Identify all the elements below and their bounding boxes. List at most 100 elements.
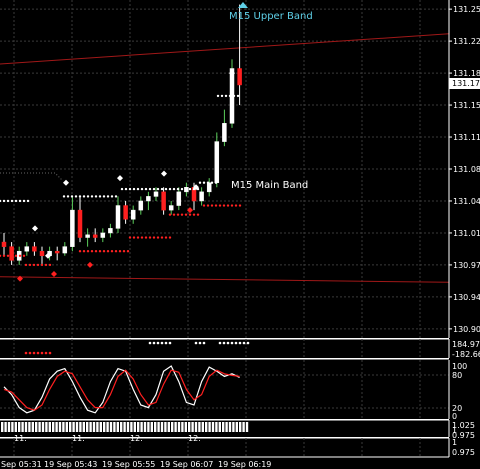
histogram-bar-50 bbox=[171, 422, 174, 432]
hour-marker-4: 12: bbox=[188, 434, 201, 443]
signal-dot-26 bbox=[136, 187, 140, 191]
hour-marker-3: 12: bbox=[130, 434, 143, 443]
signal-dot-102 bbox=[214, 204, 218, 207]
candle-body-4 bbox=[32, 246, 37, 252]
histogram-bar-47 bbox=[160, 422, 164, 432]
histogram-bar-69 bbox=[235, 422, 238, 432]
signal-diamond-10 bbox=[187, 207, 193, 214]
signal-dot-38 bbox=[184, 187, 188, 191]
candle-body-23 bbox=[176, 191, 182, 206]
signal-diamond-9 bbox=[87, 261, 93, 268]
signal-dot-69 bbox=[86, 250, 90, 253]
indicator-panel-1[interactable]: 184.973 -182.664 bbox=[13, 339, 480, 359]
time-label-4: 19 Sep 06:07 bbox=[160, 460, 213, 469]
histogram-bar-34 bbox=[116, 422, 119, 432]
panel-separator-3[interactable] bbox=[0, 419, 449, 421]
signal-dot-92 bbox=[172, 213, 176, 216]
histogram-bar-25 bbox=[86, 422, 89, 432]
histogram-bar-22 bbox=[75, 422, 79, 432]
current-price-label: 131.172 bbox=[452, 79, 480, 88]
panel-separator-2[interactable] bbox=[0, 358, 449, 360]
signal-dot-27 bbox=[140, 187, 144, 191]
histogram-bar-7 bbox=[24, 422, 28, 432]
signal-dot-108 bbox=[238, 204, 242, 207]
stochastic-tick-100: 100 bbox=[452, 362, 467, 371]
signal-diamond-6 bbox=[229, 70, 235, 77]
histogram-bar-35 bbox=[120, 422, 123, 432]
signal-dot-77 bbox=[118, 250, 122, 253]
panel-separator-4[interactable] bbox=[0, 437, 449, 439]
histogram-bar-41 bbox=[140, 422, 143, 432]
signal-dot-24 bbox=[128, 187, 132, 191]
signal-dot-13 bbox=[82, 195, 86, 198]
upper-band-line bbox=[0, 33, 450, 65]
signal-dot-74 bbox=[106, 250, 110, 253]
ind1-white-dot-14 bbox=[238, 341, 242, 345]
signal-dot-57 bbox=[14, 254, 18, 257]
bollinger-band-lines bbox=[0, 33, 450, 283]
candle-body-12 bbox=[92, 234, 98, 238]
histogram-bar-12 bbox=[41, 422, 45, 432]
signal-dot-49 bbox=[224, 94, 228, 98]
signal-dot-89 bbox=[164, 236, 168, 239]
signal-dot-66 bbox=[48, 263, 52, 267]
signal-dot-22 bbox=[120, 187, 124, 191]
price-tick-label-0: 131.255 bbox=[453, 5, 480, 14]
candle-body-18 bbox=[138, 200, 144, 211]
histogram-bar-51 bbox=[174, 422, 177, 432]
stochastic-tick-20: 20 bbox=[452, 404, 462, 413]
signal-dot-3 bbox=[10, 199, 14, 203]
histogram-bar-32 bbox=[109, 422, 113, 432]
indicator4-tick-low: 0.975 bbox=[452, 448, 475, 457]
ind1-red-dot-22 bbox=[44, 351, 48, 355]
histogram-bar-42 bbox=[143, 422, 147, 432]
signal-dot-76 bbox=[114, 250, 118, 253]
ind1-white-dot-11 bbox=[226, 341, 230, 345]
time-label-2: 19 Sep 05:43 bbox=[44, 460, 97, 469]
signal-dot-6 bbox=[22, 199, 26, 203]
indicator3-tick-low: 0.975 bbox=[452, 431, 475, 440]
signal-dot-25 bbox=[132, 187, 136, 191]
signal-dot-65 bbox=[44, 263, 48, 267]
histogram-bar-66 bbox=[225, 422, 228, 432]
signal-dot-48 bbox=[220, 94, 224, 98]
stochastic-tick-80: 80 bbox=[452, 371, 462, 380]
candle-body-27 bbox=[206, 182, 212, 193]
ind1-red-dot-17 bbox=[24, 351, 28, 355]
chart-shift-marker-icon[interactable] bbox=[238, 2, 248, 8]
ind1-white-dot-9 bbox=[218, 341, 222, 345]
signal-dot-10 bbox=[70, 195, 74, 198]
signal-dot-23 bbox=[124, 187, 128, 191]
histogram-bar-30 bbox=[103, 422, 106, 432]
indicator-panel-4[interactable]: 1 0.975 bbox=[13, 438, 475, 457]
histogram-bar-49 bbox=[167, 422, 170, 432]
indicator-panel-3[interactable]: 1.025 1 0.975 11: 11: 12: 12: bbox=[1, 420, 475, 443]
histogram-bar-45 bbox=[154, 422, 157, 432]
signal-dot-21 bbox=[114, 195, 118, 198]
ind1-red-dot-20 bbox=[36, 351, 40, 355]
indicator4-tick-high: 1 bbox=[452, 438, 457, 447]
histogram-bar-10 bbox=[35, 422, 38, 432]
time-label-3: 19 Sep 05:55 bbox=[102, 460, 155, 469]
histogram-bar-43 bbox=[147, 422, 150, 432]
histogram-bar-71 bbox=[242, 422, 245, 432]
time-axis: Sep 05:31 19 Sep 05:43 19 Sep 05:55 19 S… bbox=[0, 456, 449, 469]
candle-body-29 bbox=[222, 123, 227, 142]
candle-body-1 bbox=[9, 246, 14, 261]
price-panel[interactable]: M15 Upper Band M15 Main Band bbox=[0, 0, 450, 338]
histogram-bar-5 bbox=[18, 422, 21, 432]
signal-dot-84 bbox=[144, 236, 148, 239]
signal-dot-17 bbox=[98, 195, 102, 198]
candle-body-20 bbox=[153, 191, 159, 197]
histogram-bar-60 bbox=[205, 422, 208, 432]
hour-marker-1: 11: bbox=[14, 434, 27, 443]
histogram-bar-19 bbox=[65, 422, 68, 432]
histogram-bar-3 bbox=[11, 422, 14, 432]
histogram-bar-31 bbox=[106, 422, 109, 432]
signal-dot-81 bbox=[132, 236, 136, 239]
stochastic-panel[interactable]: 100 80 20 0 bbox=[0, 360, 467, 421]
candle-body-22 bbox=[168, 205, 174, 211]
signal-dot-61 bbox=[28, 263, 32, 267]
panel-separator-1[interactable] bbox=[0, 338, 449, 340]
